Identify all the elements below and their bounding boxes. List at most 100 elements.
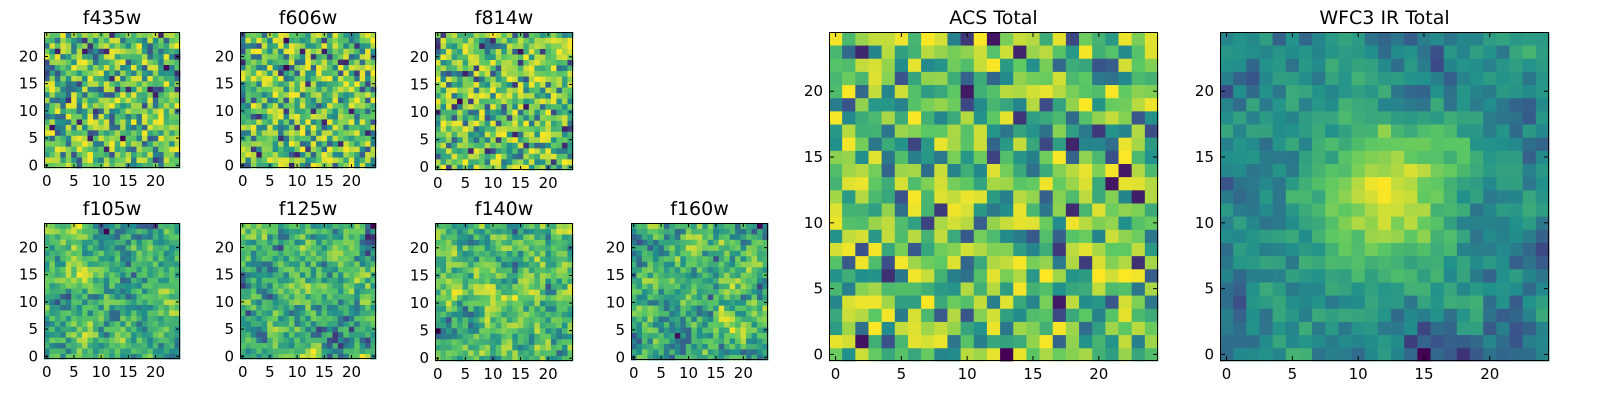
heatmap-cell xyxy=(283,42,290,49)
heatmap-cell xyxy=(934,229,948,243)
y-tick-label: 20 xyxy=(215,238,234,256)
heatmap-cell xyxy=(724,261,731,268)
heatmap-cell xyxy=(751,338,758,344)
heatmap-cell xyxy=(136,293,143,300)
heatmap-cell xyxy=(1118,176,1133,191)
heatmap-cell xyxy=(71,293,78,300)
heatmap-cell xyxy=(71,348,78,354)
heatmap-cell xyxy=(556,283,563,290)
heatmap-cell xyxy=(278,91,284,98)
heatmap-cell xyxy=(294,113,301,120)
heatmap-cell xyxy=(103,70,110,76)
heatmap-cell xyxy=(240,140,246,147)
heatmap-cell xyxy=(501,32,508,38)
heatmap-cell xyxy=(136,315,143,322)
heatmap-cell xyxy=(49,228,56,235)
heatmap-cell xyxy=(114,108,121,114)
heatmap-cell xyxy=(169,64,175,71)
y-tick-label: 5 xyxy=(224,320,234,338)
heatmap-cell xyxy=(691,233,698,240)
heatmap-cell xyxy=(49,48,56,55)
heatmap-cell xyxy=(332,239,339,246)
heatmap-cell xyxy=(92,266,99,273)
heatmap-cell xyxy=(631,288,637,295)
heatmap-cell xyxy=(1039,255,1054,270)
heatmap-cell xyxy=(272,288,279,295)
heatmap-cell xyxy=(169,70,175,76)
heatmap-cell xyxy=(762,283,769,290)
heatmap-cell xyxy=(528,327,535,334)
heatmap-cell xyxy=(332,119,339,125)
heatmap-cell xyxy=(163,310,170,316)
heatmap-cell xyxy=(561,32,568,38)
heatmap-cell xyxy=(842,334,856,349)
heatmap-cell xyxy=(523,322,530,329)
heatmap-cell xyxy=(261,146,268,153)
heatmap-cell xyxy=(98,304,105,311)
heatmap-cell xyxy=(631,266,637,273)
heatmap-cell xyxy=(506,48,513,55)
heatmap-cell xyxy=(365,32,371,38)
heatmap-cell xyxy=(647,239,654,246)
heatmap-cell xyxy=(501,120,508,127)
heatmap-cell xyxy=(647,305,654,312)
heatmap-cell xyxy=(641,332,648,339)
heatmap-cell xyxy=(98,326,105,333)
heatmap-cell xyxy=(65,91,72,98)
heatmap-cell xyxy=(718,327,725,333)
heatmap-cell xyxy=(131,140,137,147)
heatmap-cell xyxy=(724,277,731,284)
heatmap-cell xyxy=(556,256,563,263)
heatmap-cell xyxy=(691,244,698,251)
heatmap-cell xyxy=(163,320,170,327)
heatmap-cell xyxy=(842,255,856,270)
heatmap-cell xyxy=(321,53,328,60)
heatmap-cell xyxy=(348,135,355,142)
heatmap-cell xyxy=(636,305,643,312)
heatmap-cell xyxy=(354,244,361,251)
heatmap-cell xyxy=(169,140,175,147)
heatmap-cell xyxy=(658,228,665,235)
heatmap-cell xyxy=(451,81,458,88)
heatmap-cell xyxy=(680,233,687,240)
heatmap-cell xyxy=(842,163,856,178)
heatmap-cell xyxy=(740,255,747,262)
heatmap-cell xyxy=(147,129,154,136)
x-tick-label: 0 xyxy=(629,364,639,382)
heatmap-cell xyxy=(250,282,257,289)
heatmap-cell xyxy=(457,250,463,257)
heatmap-cell xyxy=(567,239,574,246)
heatmap-cell xyxy=(641,321,648,328)
heatmap-cell xyxy=(49,42,56,49)
heatmap-cell xyxy=(534,158,541,165)
heatmap-cell xyxy=(894,176,909,191)
heatmap-cell xyxy=(365,293,371,300)
heatmap-cell xyxy=(114,282,121,289)
heatmap-cell xyxy=(288,233,295,240)
heatmap-cell xyxy=(310,299,317,305)
heatmap-cell xyxy=(947,203,961,217)
heatmap-cell xyxy=(636,250,643,257)
heatmap-cell xyxy=(707,305,714,312)
heatmap-cell xyxy=(669,272,676,279)
heatmap-cell xyxy=(278,299,284,305)
heatmap-cell xyxy=(545,311,552,318)
heatmap-cell xyxy=(136,261,143,267)
heatmap-cell xyxy=(473,283,480,290)
heatmap-cell xyxy=(310,42,317,49)
heatmap-cell xyxy=(267,97,274,104)
heatmap-cell xyxy=(365,140,371,147)
heatmap-cell xyxy=(495,65,502,72)
heatmap-cell xyxy=(109,353,116,360)
heatmap-cell xyxy=(272,37,279,44)
heatmap-cell xyxy=(506,37,513,44)
heatmap-cell xyxy=(288,53,295,60)
heatmap-cell xyxy=(680,299,687,306)
heatmap-cell xyxy=(337,151,344,158)
heatmap-cell xyxy=(71,70,78,76)
heatmap-cell xyxy=(479,125,486,132)
heatmap-cell xyxy=(451,239,458,246)
heatmap-cell xyxy=(267,310,274,316)
heatmap-cell xyxy=(125,255,132,262)
heatmap-cell xyxy=(60,102,67,109)
